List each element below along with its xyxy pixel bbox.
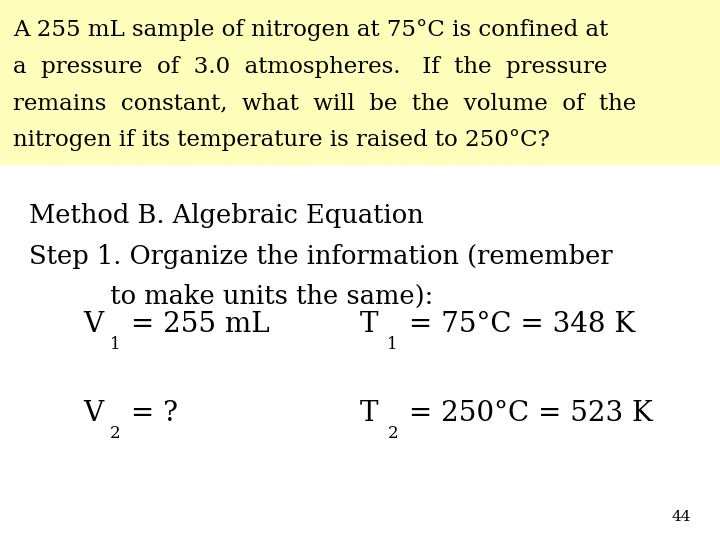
Text: Step 1. Organize the information (remember: Step 1. Organize the information (rememb… (29, 244, 613, 269)
Text: V: V (83, 311, 103, 338)
Text: 1: 1 (110, 336, 121, 353)
Text: remains  constant,  what  will  be  the  volume  of  the: remains constant, what will be the volum… (13, 92, 636, 114)
Text: Method B. Algebraic Equation: Method B. Algebraic Equation (29, 202, 423, 227)
FancyBboxPatch shape (0, 0, 720, 165)
Text: A 255 mL sample of nitrogen at 75°C is confined at: A 255 mL sample of nitrogen at 75°C is c… (13, 19, 608, 41)
Text: = 75°C = 348 K: = 75°C = 348 K (400, 311, 635, 338)
Text: to make units the same):: to make units the same): (29, 284, 433, 308)
Text: T: T (360, 400, 379, 427)
Text: 2: 2 (387, 426, 398, 442)
Text: = ?: = ? (122, 400, 179, 427)
Text: 44: 44 (672, 510, 691, 524)
Text: T: T (360, 311, 379, 338)
Text: a  pressure  of  3.0  atmospheres.   If  the  pressure: a pressure of 3.0 atmospheres. If the pr… (13, 56, 608, 78)
Text: 1: 1 (387, 336, 398, 353)
Text: nitrogen if its temperature is raised to 250°C?: nitrogen if its temperature is raised to… (13, 129, 550, 151)
Text: V: V (83, 400, 103, 427)
Text: 2: 2 (110, 426, 121, 442)
Text: = 250°C = 523 K: = 250°C = 523 K (400, 400, 652, 427)
Text: = 255 mL: = 255 mL (122, 311, 270, 338)
